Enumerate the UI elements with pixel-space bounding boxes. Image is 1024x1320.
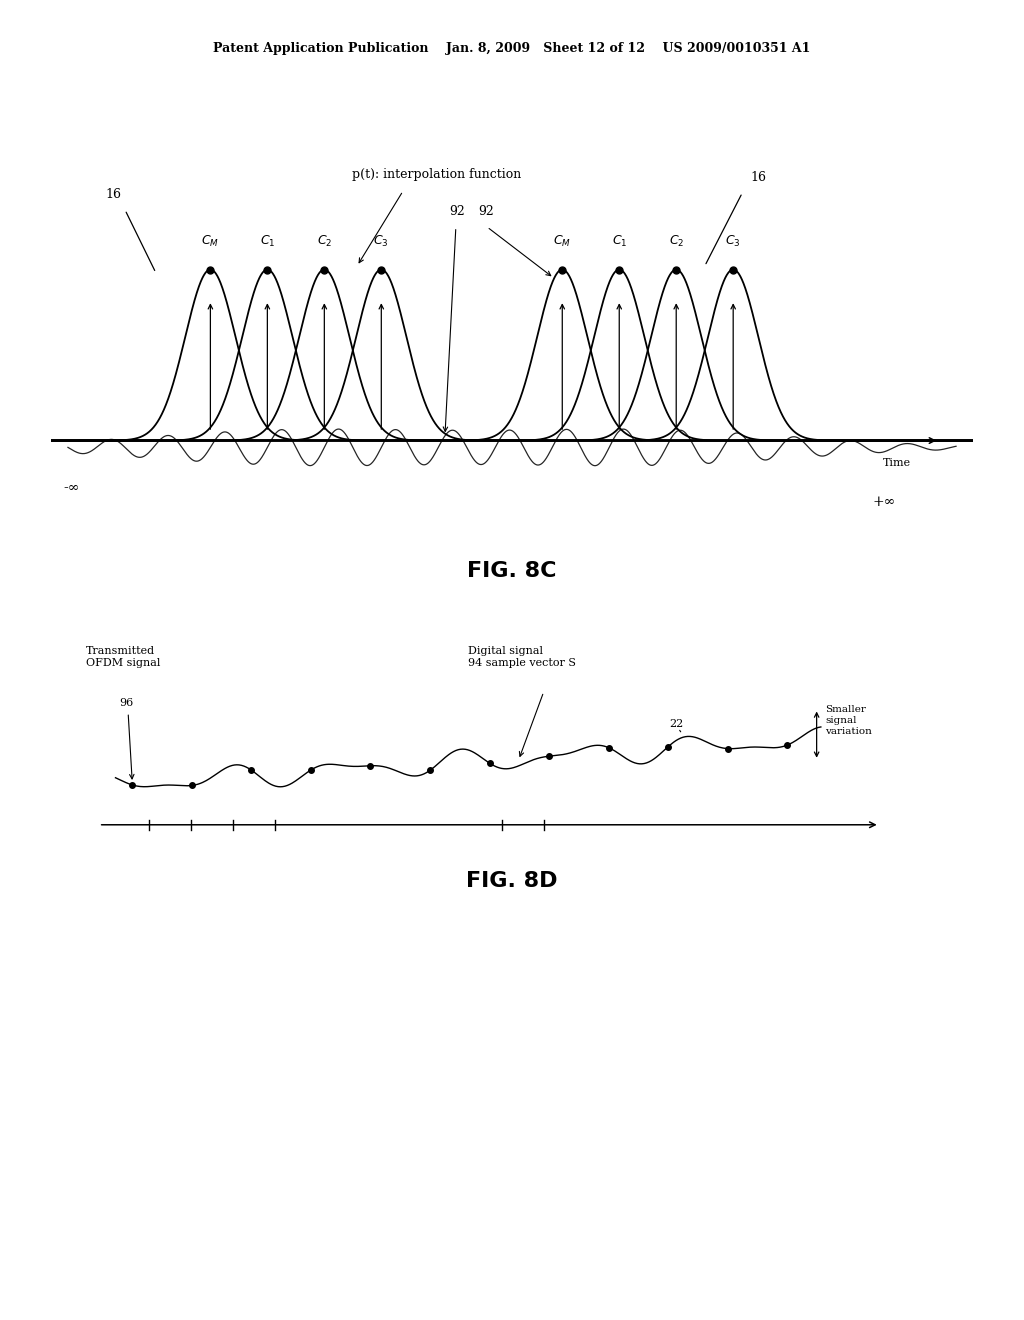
Text: Digital signal
94 sample vector S: Digital signal 94 sample vector S xyxy=(468,645,577,668)
Text: Transmitted
OFDM signal: Transmitted OFDM signal xyxy=(86,645,161,668)
Text: -∞: -∞ xyxy=(63,480,80,495)
Text: 96: 96 xyxy=(120,698,134,709)
Text: $C_{M}$: $C_{M}$ xyxy=(202,234,219,249)
Text: 16: 16 xyxy=(105,187,122,201)
Text: 92: 92 xyxy=(450,205,465,218)
Text: $C_{2}$: $C_{2}$ xyxy=(669,234,684,249)
Text: FIG. 8C: FIG. 8C xyxy=(467,561,557,581)
Text: 22: 22 xyxy=(670,719,684,729)
Text: p(t): interpolation function: p(t): interpolation function xyxy=(352,168,521,181)
Text: +∞: +∞ xyxy=(872,495,895,508)
Text: $C_{3}$: $C_{3}$ xyxy=(725,234,741,249)
Text: $C_{1}$: $C_{1}$ xyxy=(260,234,275,249)
Text: Patent Application Publication    Jan. 8, 2009   Sheet 12 of 12    US 2009/00103: Patent Application Publication Jan. 8, 2… xyxy=(213,42,811,55)
Text: FIG. 8D: FIG. 8D xyxy=(466,871,558,891)
Text: Time: Time xyxy=(884,458,911,467)
Text: $C_{2}$: $C_{2}$ xyxy=(316,234,332,249)
Text: 92: 92 xyxy=(478,205,495,218)
Text: 16: 16 xyxy=(751,170,767,183)
Text: Smaller
signal
variation: Smaller signal variation xyxy=(825,705,871,737)
Text: $C_{1}$: $C_{1}$ xyxy=(611,234,627,249)
Text: $C_{M}$: $C_{M}$ xyxy=(553,234,571,249)
Text: $C_{3}$: $C_{3}$ xyxy=(374,234,389,249)
